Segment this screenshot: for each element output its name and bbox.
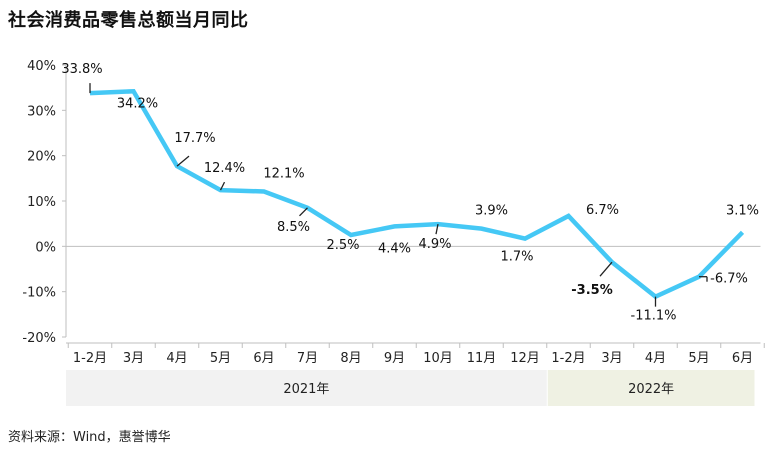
data-label: 34.2%: [117, 96, 158, 111]
y-tick-label: 0%: [35, 240, 56, 255]
y-tick-label: -10%: [22, 286, 56, 301]
data-label: 3.9%: [475, 204, 508, 219]
label-leader-line: [219, 181, 226, 191]
y-tick-label: 40%: [27, 59, 56, 74]
data-label: 12.4%: [204, 161, 245, 176]
data-label: 4.4%: [378, 241, 411, 256]
y-tick-label: 10%: [27, 195, 56, 210]
y-tick-label: 30%: [27, 104, 56, 119]
data-label: -11.1%: [631, 309, 677, 324]
x-tick-label: 4月: [645, 351, 666, 366]
data-label: 3.1%: [726, 203, 759, 218]
x-tick-label: 10月: [423, 351, 453, 366]
data-label: 17.7%: [174, 131, 215, 146]
x-tick-label: 11月: [467, 351, 497, 366]
data-label: -6.7%: [710, 272, 748, 287]
x-tick-label: 5月: [688, 351, 709, 366]
year-group-label: 2021年: [283, 382, 329, 397]
x-tick-label: 1-2月: [73, 351, 107, 366]
data-label: 12.1%: [263, 166, 304, 181]
data-labels: 33.8% 34.2% 17.7% 12.4% 12.1% 8.5% 2.5% 4.4% 4.9…: [61, 62, 759, 324]
year-groups: 2021年 2022年: [66, 370, 755, 406]
year-group-band: [547, 370, 755, 406]
y-tick-label: 20%: [27, 150, 56, 165]
year-group-label: 2022年: [628, 382, 674, 397]
source-note: 资料来源：Wind，惠誉博华: [8, 430, 171, 445]
x-tick-label: 5月: [210, 351, 231, 366]
year-group-band: [66, 370, 547, 406]
x-tick-label: 3月: [123, 351, 144, 366]
x-tick-label: 6月: [732, 351, 753, 366]
y-tick-label: -20%: [22, 331, 56, 346]
label-leader-line: [435, 223, 439, 235]
data-label: 6.7%: [586, 203, 619, 218]
label-leader-line: [599, 261, 613, 277]
data-label: 2.5%: [326, 238, 359, 253]
x-tick-label: 3月: [601, 351, 622, 366]
x-tick-label: 1-2月: [551, 351, 585, 366]
data-label: 1.7%: [500, 250, 533, 265]
data-label: -3.5%: [571, 283, 612, 298]
axes: -20% -10% 0% 10% 20% 30% 40% 1-2月 3月 4月 5月 6月 7月 8月 9月…: [22, 59, 765, 366]
x-tick-label: 7月: [297, 351, 318, 366]
label-leader-line: [176, 155, 190, 167]
data-label: 8.5%: [277, 220, 310, 235]
series-line: [89, 88, 745, 300]
series-line: [89, 88, 745, 300]
data-label: 33.8%: [61, 62, 102, 77]
x-tick-label: 8月: [340, 351, 361, 366]
data-label: 4.9%: [418, 237, 451, 252]
x-tick-label: 12月: [510, 351, 540, 366]
x-tick-label: 9月: [384, 351, 405, 366]
line-chart: -20% -10% 0% 10% 20% 30% 40% 1-2月 3月 4月 5月 6月 7月 8月 9月…: [22, 59, 765, 406]
chart-title: 社会消费品零售总额当月同比: [8, 10, 249, 31]
label-leader-line: [299, 207, 308, 217]
x-tick-label: 6月: [253, 351, 274, 366]
x-tick-label: 4月: [166, 351, 187, 366]
